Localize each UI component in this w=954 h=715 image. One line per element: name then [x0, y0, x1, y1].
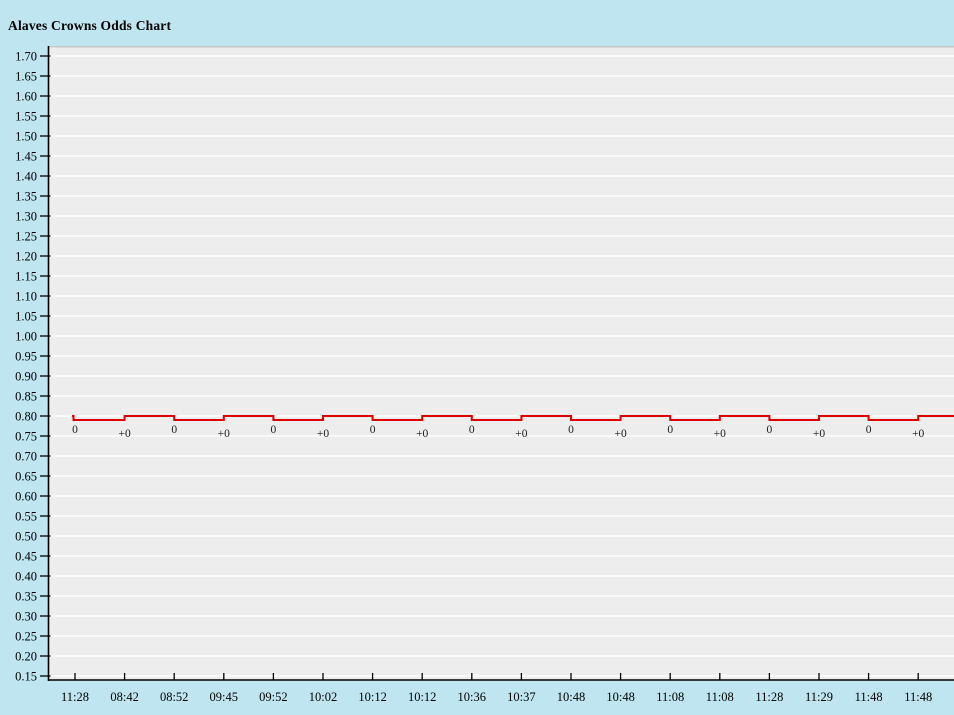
x-axis-tick-label: 11:08 [706, 690, 734, 704]
chart-title: Alaves Crowns Odds Chart [8, 18, 172, 33]
y-axis-tick-label: 1.60 [15, 90, 37, 104]
y-axis-tick-label: 1.35 [15, 190, 37, 204]
x-axis-tick-label: 10:37 [507, 690, 535, 704]
x-axis-tick-label: 11:28 [755, 690, 783, 704]
point-annotation: 0 [72, 424, 78, 436]
y-axis-tick-label: 0.95 [15, 350, 37, 364]
x-axis-tick-label: 08:42 [110, 690, 138, 704]
x-axis-tick-label: 08:52 [160, 690, 188, 704]
x-axis-tick-label: 11:48 [904, 690, 932, 704]
x-axis-tick-label: 11:48 [855, 690, 883, 704]
point-annotation: 0 [469, 424, 475, 436]
point-annotation: +0 [714, 428, 726, 440]
y-axis-tick-label: 0.15 [15, 670, 37, 684]
y-axis-tick-label: 1.45 [15, 150, 37, 164]
x-axis-tick-label: 10:48 [606, 690, 634, 704]
x-axis-tick-label: 09:52 [259, 690, 287, 704]
point-annotation: +0 [118, 428, 130, 440]
y-axis-tick-label: 0.80 [15, 410, 37, 424]
y-axis-tick-label: 0.35 [15, 590, 37, 604]
point-annotation: 0 [767, 424, 773, 436]
plot-background [49, 46, 954, 680]
y-axis-tick-label: 1.05 [15, 310, 37, 324]
y-axis-tick-label: 1.10 [15, 290, 37, 304]
y-axis-tick-label: 1.20 [15, 250, 37, 264]
y-axis-tick-label: 0.40 [15, 570, 37, 584]
y-axis-tick-label: 0.20 [15, 650, 37, 664]
x-axis-tick-label: 10:36 [458, 690, 486, 704]
y-axis-tick-label: 0.70 [15, 450, 37, 464]
point-annotation: 0 [271, 424, 277, 436]
y-axis-tick-label: 0.65 [15, 470, 37, 484]
y-axis-tick-label: 0.75 [15, 430, 37, 444]
x-axis-tick-label: 10:12 [408, 690, 436, 704]
y-axis-tick-label: 0.30 [15, 610, 37, 624]
y-axis-tick-label: 1.65 [15, 70, 37, 84]
point-annotation: 0 [171, 424, 177, 436]
odds-step-line [72, 415, 954, 421]
point-annotation: +0 [317, 428, 329, 440]
x-axis-tick-label: 11:08 [656, 690, 684, 704]
x-axis-tick-label: 10:02 [309, 690, 337, 704]
y-axis-tick-label: 1.70 [15, 50, 37, 64]
point-annotation: +0 [912, 428, 924, 440]
x-axis-tick-label: 09:45 [210, 690, 238, 704]
x-axis-tick-label: 11:29 [805, 690, 833, 704]
point-annotation: +0 [813, 428, 825, 440]
y-axis-tick-label: 1.40 [15, 170, 37, 184]
y-axis-tick-label: 0.60 [15, 490, 37, 504]
y-axis-tick-label: 1.55 [15, 110, 37, 124]
y-axis-tick-label: 1.30 [15, 210, 37, 224]
x-axis-tick-label: 11:28 [61, 690, 89, 704]
point-annotation: +0 [515, 428, 527, 440]
point-annotation: 0 [667, 424, 673, 436]
x-axis-tick-label: 10:48 [557, 690, 585, 704]
y-axis-tick-label: 0.25 [15, 630, 37, 644]
point-annotation: 0 [370, 424, 376, 436]
point-annotation: +0 [614, 428, 626, 440]
y-axis-tick-label: 0.90 [15, 370, 37, 384]
y-axis-tick-label: 0.55 [15, 510, 37, 524]
y-axis-tick-label: 1.00 [15, 330, 37, 344]
point-annotation: 0 [568, 424, 574, 436]
y-axis-tick-label: 0.50 [15, 530, 37, 544]
y-axis-tick-label: 0.85 [15, 390, 37, 404]
point-annotation: 0 [866, 424, 872, 436]
point-annotation: +0 [416, 428, 428, 440]
y-axis-tick-label: 1.50 [15, 130, 37, 144]
y-axis-tick-label: 1.15 [15, 270, 37, 284]
point-annotation: +0 [218, 428, 230, 440]
x-axis-tick-label: 10:12 [358, 690, 386, 704]
y-axis-tick-label: 0.45 [15, 550, 37, 564]
y-axis-tick-label: 1.25 [15, 230, 37, 244]
